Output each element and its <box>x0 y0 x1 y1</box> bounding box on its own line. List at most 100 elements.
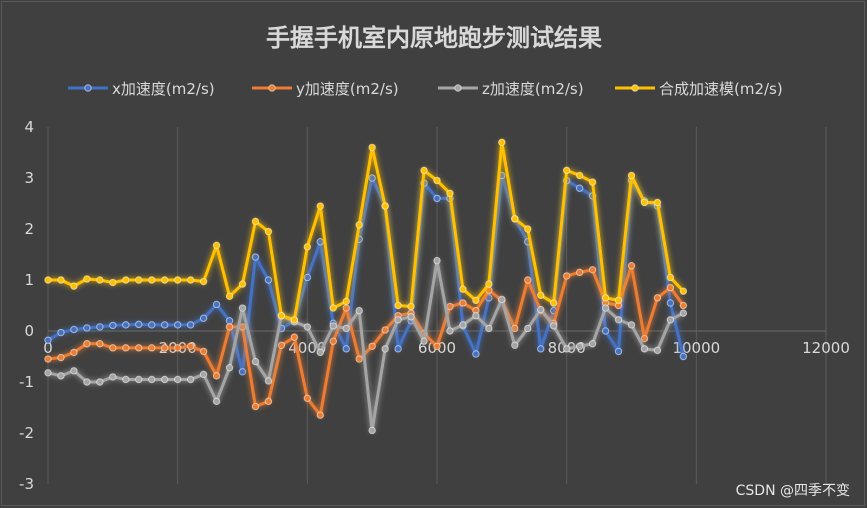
series-point <box>355 221 363 229</box>
series-point <box>679 309 688 317</box>
series-point <box>640 345 649 353</box>
series-point <box>199 370 208 379</box>
series-group <box>44 171 688 376</box>
series-point <box>575 268 584 277</box>
series-point <box>57 276 65 284</box>
series-point <box>524 225 532 233</box>
series-point <box>524 324 532 333</box>
series-point <box>601 294 610 302</box>
series-point <box>135 320 143 329</box>
series-point <box>355 306 363 315</box>
series-point <box>588 266 597 274</box>
series-point <box>550 322 558 330</box>
series-point <box>562 272 571 280</box>
series-point <box>44 355 52 363</box>
series-point <box>368 143 376 152</box>
series-point <box>122 276 130 284</box>
series-point <box>381 326 389 334</box>
series-point <box>537 291 545 299</box>
series-point <box>485 280 493 288</box>
series-point <box>588 178 597 186</box>
y-tick-label: -1 <box>19 373 34 391</box>
series-point <box>290 333 299 341</box>
x-tick-label: 10000 <box>672 339 720 357</box>
series-point <box>122 344 130 352</box>
legend-label: y加速度(m2/s) <box>296 80 399 98</box>
series-point <box>264 276 273 284</box>
series-point <box>199 347 208 356</box>
series-point <box>472 312 480 320</box>
series-point <box>199 314 208 322</box>
series-point <box>329 322 337 330</box>
series-point <box>394 345 402 353</box>
series-point <box>446 189 454 198</box>
series-point <box>588 340 597 348</box>
series-point <box>186 276 195 284</box>
series-point <box>109 373 117 381</box>
series-point <box>251 253 260 261</box>
series-point <box>562 345 571 353</box>
series-point <box>96 323 104 331</box>
series-point <box>614 316 623 324</box>
series-point <box>407 313 415 321</box>
series-point <box>135 276 143 284</box>
series-point <box>212 397 221 406</box>
series-point <box>511 215 519 223</box>
series-point <box>316 348 324 357</box>
watermark-text: CSDN @四季不变 <box>736 483 850 499</box>
series-point <box>199 277 208 286</box>
series-point <box>148 375 156 384</box>
series-point <box>186 375 195 384</box>
legend-marker <box>631 84 639 92</box>
series-point <box>679 287 688 295</box>
series-point <box>666 299 675 307</box>
series-point <box>653 294 662 302</box>
series-point <box>303 273 312 282</box>
series-point <box>329 337 337 345</box>
series-point <box>459 285 467 293</box>
series-line <box>47 173 685 374</box>
legend-item: z加速度(m2/s) <box>438 80 584 98</box>
series-point <box>173 344 182 352</box>
series-point <box>381 345 389 353</box>
series-point <box>70 348 78 357</box>
series-point <box>57 353 65 362</box>
series-point <box>83 378 91 386</box>
series-point <box>122 321 130 329</box>
series-point <box>472 296 480 305</box>
series-point <box>148 321 156 329</box>
series-point <box>394 301 402 310</box>
axis-labels-layer: 02000400060008000100001200043210-1-2-3 <box>19 118 850 493</box>
series-point <box>446 327 454 335</box>
series-point <box>264 377 273 385</box>
series-point <box>44 369 52 377</box>
series-point <box>186 321 195 329</box>
series-point <box>368 426 376 435</box>
series-point <box>614 347 623 356</box>
legend-label: 合成加速模(m2/s) <box>659 80 783 98</box>
series-point <box>433 176 441 185</box>
series-point <box>627 171 636 180</box>
series-point <box>316 411 324 419</box>
series-point <box>601 304 610 312</box>
series-point <box>550 299 558 307</box>
series-point <box>666 273 675 282</box>
series-point <box>238 280 247 288</box>
series-point <box>303 394 312 403</box>
series-point <box>173 375 182 384</box>
series-point <box>109 278 117 287</box>
legend-marker <box>454 84 462 92</box>
series-point <box>225 364 234 372</box>
series-point <box>161 321 169 329</box>
series-point <box>368 342 376 350</box>
series-layer <box>44 138 688 435</box>
series-point <box>173 276 182 284</box>
series-group <box>44 256 688 435</box>
series-point <box>537 345 545 353</box>
series-point <box>316 238 324 246</box>
series-point <box>342 297 350 306</box>
series-point <box>342 345 350 353</box>
legend-label: x加速度(m2/s) <box>112 80 215 98</box>
